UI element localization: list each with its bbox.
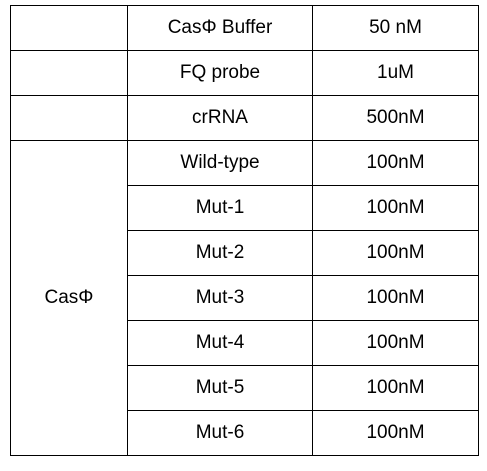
group-cell — [10, 5, 128, 51]
table-row: Mut-2 100nM — [11, 230, 479, 276]
group-cell — [10, 50, 128, 96]
item-cell: crRNA — [127, 95, 313, 141]
table-row: Mut-1 100nM — [11, 185, 479, 231]
concentration-cell: 500nM — [312, 95, 479, 141]
group-cell — [10, 95, 128, 141]
concentration-cell: 50 nM — [312, 5, 479, 51]
table-row: crRNA 500nM — [10, 95, 479, 141]
item-cell: Mut-5 — [127, 365, 313, 411]
table-row: Mut-4 100nM — [11, 320, 479, 366]
table-row: Mut-5 100nM — [11, 365, 479, 411]
concentration-cell: 100nM — [312, 230, 479, 276]
item-cell: Mut-4 — [127, 320, 313, 366]
concentration-cell: 100nM — [312, 320, 479, 366]
reagent-table: CasΦ Buffer 50 nM FQ probe 1uM crRNA 500… — [10, 5, 479, 456]
item-cell: Mut-2 — [127, 230, 313, 276]
item-cell: CasΦ Buffer — [127, 5, 313, 51]
table-row: FQ probe 1uM — [10, 50, 479, 96]
concentration-cell: 100nM — [312, 275, 479, 321]
reagent-table-container: CasΦ Buffer 50 nM FQ probe 1uM crRNA 500… — [10, 5, 479, 456]
table-row: Mut-6 100nM — [11, 410, 479, 456]
item-cell: Mut-1 — [127, 185, 313, 231]
table-row: CasΦ Wild-type 100nM — [10, 140, 479, 456]
group-label-cell: CasΦ — [10, 140, 128, 456]
concentration-cell: 100nM — [312, 140, 479, 186]
item-cell: Mut-3 — [127, 275, 313, 321]
table-row: Mut-3 100nM — [11, 275, 479, 321]
concentration-cell: 100nM — [312, 410, 479, 456]
item-cell: Wild-type — [127, 140, 313, 186]
item-cell: Mut-6 — [127, 410, 313, 456]
concentration-cell: 100nM — [312, 185, 479, 231]
table-row: CasΦ Buffer 50 nM — [10, 5, 479, 51]
concentration-cell: 1uM — [312, 50, 479, 96]
concentration-cell: 100nM — [312, 365, 479, 411]
item-cell: FQ probe — [127, 50, 313, 96]
